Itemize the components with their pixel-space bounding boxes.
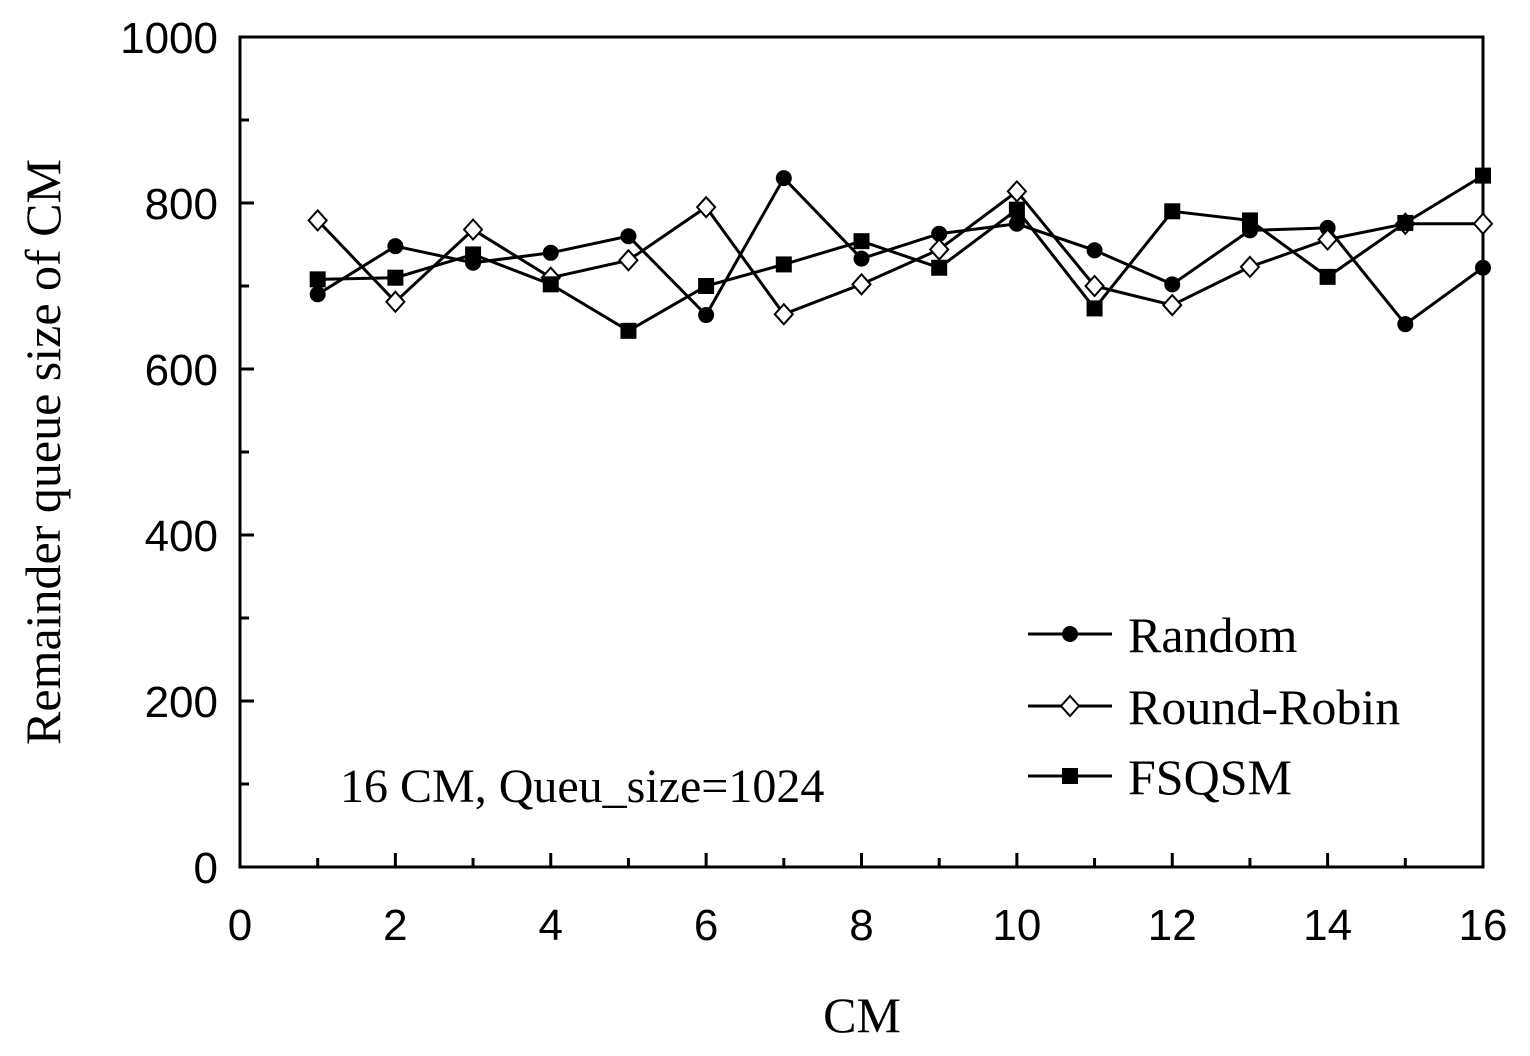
data-point-random	[775, 170, 792, 187]
series-line-fsqsm	[317, 174, 1484, 333]
x-tick-label: 14	[1303, 901, 1352, 950]
x-tick-label: 2	[383, 901, 407, 950]
data-point-random	[309, 286, 326, 303]
legend-marker-random	[1062, 626, 1078, 642]
data-point-round-robin	[385, 290, 406, 314]
legend-label-round-robin: Round-Robin	[1128, 679, 1400, 735]
series-fsqsm	[309, 167, 1491, 339]
data-point-fsqsm	[620, 322, 637, 339]
data-point-round-robin	[1317, 228, 1338, 252]
data-point-round-robin	[773, 302, 795, 326]
legend-item-random: Random	[1028, 607, 1298, 663]
data-point-fsqsm	[853, 233, 870, 250]
data-point-fsqsm	[1319, 268, 1336, 285]
y-tick-label: 1000	[120, 14, 218, 63]
data-point-random	[1319, 219, 1336, 236]
data-point-random	[542, 244, 559, 261]
data-point-round-robin	[462, 218, 484, 242]
data-point-fsqsm	[387, 269, 404, 286]
data-point-random	[698, 307, 715, 324]
x-tick-labels: 0 2 4 6 8 10 12 14 16	[228, 901, 1508, 950]
series-round-robin	[307, 179, 1494, 326]
data-point-fsqsm	[542, 276, 559, 293]
data-point-fsqsm	[1008, 201, 1025, 218]
data-point-round-robin	[1006, 179, 1028, 203]
series-line-round-robin	[316, 189, 1483, 317]
x-tick-label: 8	[849, 901, 873, 950]
legend-marker-fsqsm	[1062, 768, 1078, 784]
data-point-fsqsm	[1164, 203, 1181, 220]
data-point-random	[853, 250, 870, 267]
data-point-fsqsm	[698, 278, 715, 294]
x-tick-label: 0	[228, 901, 252, 950]
x-tick-label: 10	[992, 901, 1041, 950]
legend: Random Round-Robin FSQSM	[1028, 607, 1400, 805]
data-point-fsqsm	[1475, 167, 1491, 184]
y-tick-label: 0	[194, 844, 218, 893]
data-point-round-robin	[695, 195, 717, 219]
data-point-fsqsm	[931, 259, 948, 276]
x-tick-label: 6	[694, 901, 718, 950]
legend-label-fsqsm: FSQSM	[1128, 749, 1292, 805]
data-point-random	[1086, 242, 1103, 259]
data-point-round-robin	[851, 272, 872, 296]
legend-label-random: Random	[1128, 607, 1298, 663]
plot-frame	[238, 35, 1485, 869]
series-line-random	[316, 175, 1484, 327]
chart-annotation: 16 CM, Queu_size=1024	[340, 760, 824, 813]
data-point-random	[1475, 259, 1491, 276]
data-point-random	[387, 238, 404, 255]
legend-item-round-robin: Round-Robin	[1028, 679, 1400, 735]
y-tick-label: 400	[145, 512, 218, 561]
data-point-round-robin	[1472, 212, 1494, 236]
data-point-fsqsm	[775, 256, 792, 273]
data-point-round-robin	[618, 248, 639, 272]
y-tick-label: 600	[145, 346, 218, 395]
x-tick-label: 4	[539, 901, 563, 950]
data-point-round-robin	[307, 208, 329, 232]
x-tick-label: 16	[1459, 901, 1508, 950]
data-point-fsqsm	[1397, 214, 1414, 231]
data-point-fsqsm	[1086, 300, 1103, 317]
data-point-round-robin	[1084, 274, 1105, 298]
y-tick-label: 200	[145, 678, 218, 727]
legend-item-fsqsm: FSQSM	[1028, 749, 1292, 805]
data-point-fsqsm	[1241, 212, 1258, 229]
legend-marker-round-robin	[1059, 694, 1081, 718]
axes	[238, 35, 1485, 869]
data-point-random	[1164, 276, 1181, 293]
series-random	[309, 170, 1491, 333]
data-point-random	[1008, 215, 1025, 232]
data-point-round-robin	[1239, 255, 1261, 279]
data-point-round-robin	[1161, 293, 1183, 317]
data-point-fsqsm	[465, 246, 482, 263]
data-point-random	[1397, 316, 1414, 333]
series-layer	[307, 167, 1494, 339]
data-point-round-robin	[928, 237, 950, 261]
data-point-fsqsm	[309, 271, 326, 288]
y-tick-labels: 0 200 400 600 800 1000	[120, 14, 218, 893]
data-point-random	[931, 225, 948, 242]
x-axis-title: CM	[823, 987, 901, 1043]
data-point-random	[620, 228, 637, 245]
x-tick-label: 12	[1148, 901, 1197, 950]
y-axis-title: Remainder queue size of CM	[15, 159, 71, 745]
y-tick-label: 800	[145, 180, 218, 229]
